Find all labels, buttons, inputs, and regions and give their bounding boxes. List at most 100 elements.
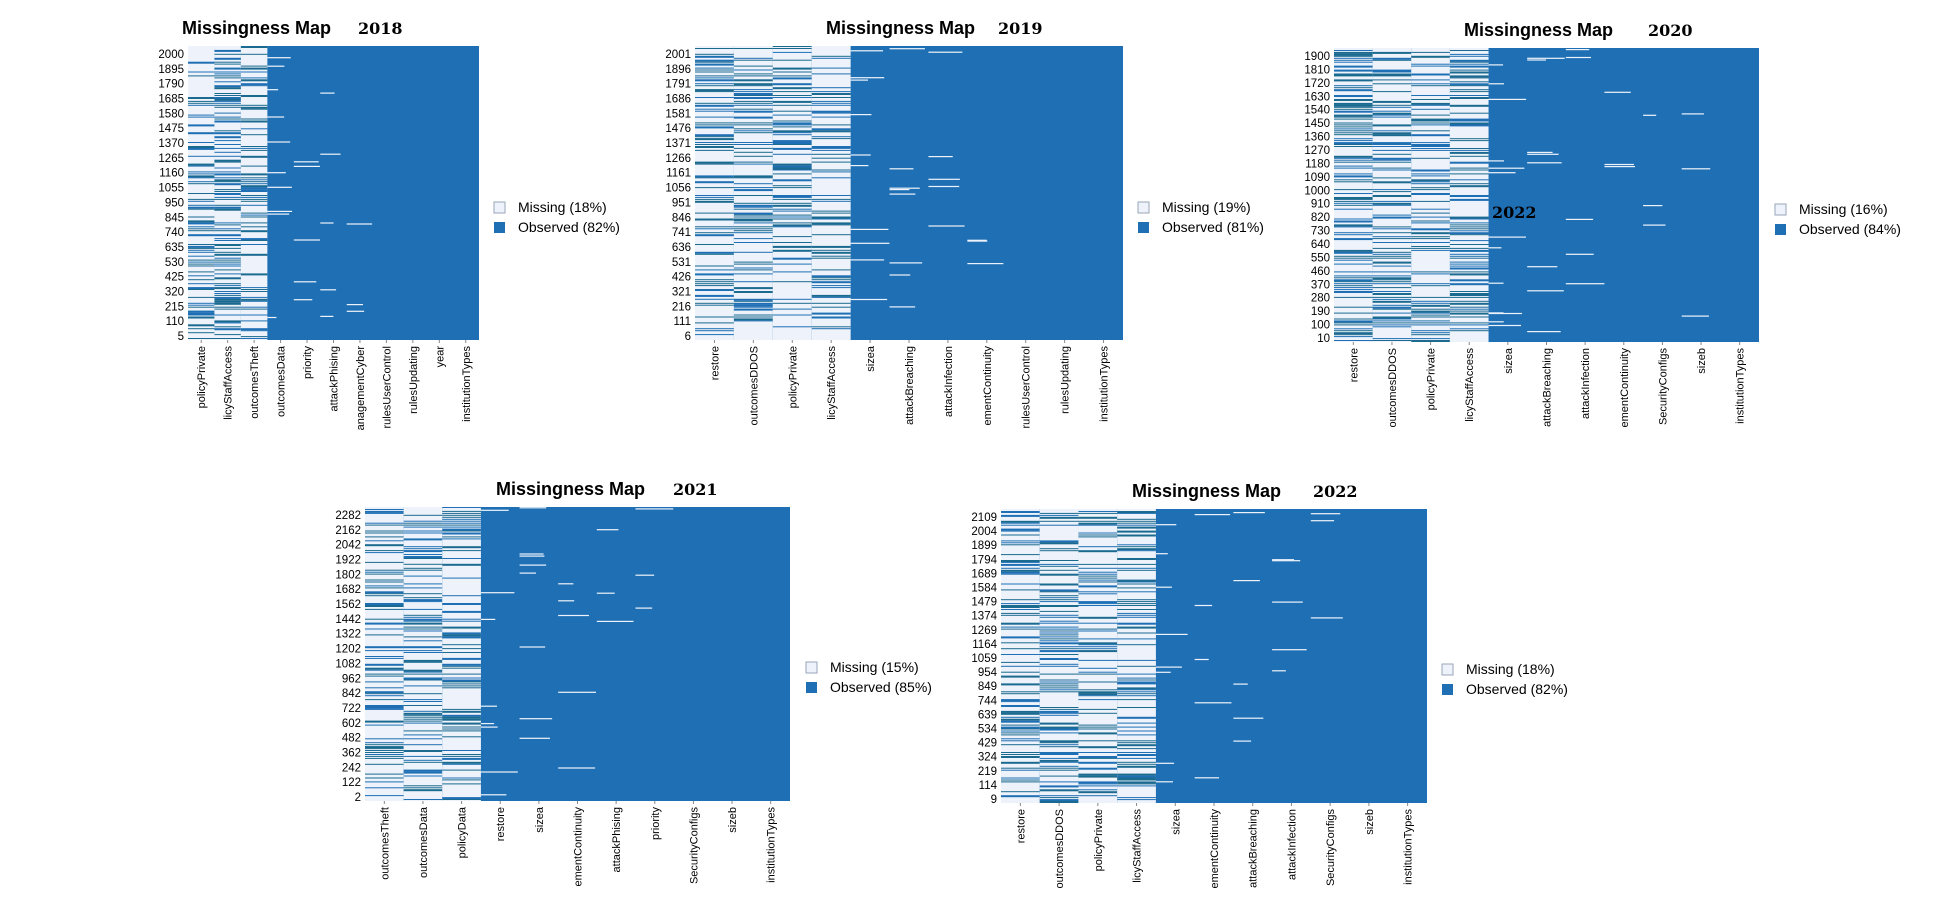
observed-line: [772, 91, 812, 93]
observed-line: [1334, 193, 1373, 194]
column-restore: [480, 509, 518, 796]
missing-line: [1488, 247, 1502, 249]
observed-line: [772, 179, 812, 182]
y-tick-label: 1475: [158, 123, 184, 135]
observed-line: [1117, 548, 1156, 551]
x-tick-label: anagementCyber: [355, 346, 367, 431]
observed-line: [1411, 65, 1450, 67]
observed-line: [1449, 71, 1489, 74]
x-tick-label: institutionTypes: [1099, 346, 1111, 422]
observed-line: [188, 312, 215, 315]
observed-line: [695, 134, 734, 137]
y-tick-label: 114: [979, 780, 998, 792]
observed-line: [214, 302, 241, 305]
missing-line: [928, 156, 953, 158]
observed-line: [214, 193, 241, 195]
observed-line: [240, 83, 268, 86]
observed-line: [1078, 591, 1118, 593]
observed-line: [1001, 648, 1040, 650]
observed-line: [772, 263, 812, 265]
missing-line: [889, 306, 916, 308]
x-tick-label: policyPrivate: [787, 346, 799, 408]
observed-line: [811, 218, 851, 220]
observed-line: [1372, 202, 1412, 205]
observed-line: [695, 328, 734, 330]
legend-missing-swatch: [805, 661, 818, 674]
missing-line: [1488, 64, 1504, 66]
observed-line: [1001, 738, 1040, 740]
column-sizea: [850, 50, 890, 301]
observed-line: [733, 142, 773, 143]
observed-line: [214, 204, 241, 206]
observed-line: [695, 244, 734, 245]
observed-line: [1372, 191, 1412, 193]
observed-line: [1078, 522, 1118, 525]
observed-line: [1001, 534, 1040, 536]
observed-line: [403, 614, 443, 616]
observed-line: [1078, 746, 1118, 749]
observed-line: [811, 224, 851, 226]
observed-line: [1001, 560, 1040, 562]
observed-line: [811, 73, 851, 75]
observed-line: [1334, 165, 1373, 167]
observed-line: [1117, 581, 1156, 583]
observed-line: [733, 104, 773, 106]
observed-line: [365, 618, 404, 620]
legend: Missing (18%)Observed (82%): [1441, 661, 1568, 697]
observed-line: [442, 520, 481, 522]
y-tick-label: 215: [165, 301, 184, 313]
observed-line: [1001, 744, 1040, 746]
y-tick-label: 324: [978, 752, 998, 764]
observed-line: [811, 269, 851, 271]
observed-line: [1411, 222, 1450, 224]
observed-line: [1449, 138, 1489, 140]
missing-line: [1565, 49, 1590, 51]
observed-line: [1372, 261, 1412, 264]
y-tick-label: 1896: [665, 64, 691, 76]
y-tick-label: 2282: [335, 510, 361, 522]
observed-line: [1078, 773, 1118, 776]
observed-line: [1117, 695, 1156, 697]
observed-line: [1372, 283, 1412, 285]
observed-line: [365, 787, 404, 789]
observed-line: [1117, 526, 1156, 529]
observed-line: [1039, 759, 1079, 762]
observed-line: [365, 530, 404, 532]
missing-line: [480, 705, 498, 707]
observed-line: [1117, 614, 1156, 616]
observed-line: [1334, 306, 1373, 308]
observed-line: [1117, 744, 1156, 747]
column-attackBreaching: [1527, 57, 1565, 333]
observed-line: [188, 163, 215, 166]
observed-line: [1117, 677, 1156, 679]
observed-line: [1411, 51, 1450, 53]
observed-line: [1078, 567, 1118, 569]
legend-observed-label: Observed (82%): [1466, 681, 1568, 697]
observed-line: [1039, 728, 1079, 731]
observed-line: [772, 165, 812, 168]
observed-line: [695, 212, 734, 214]
observed-line: [1117, 716, 1156, 719]
observed-line: [733, 267, 773, 269]
x-tick-label: policyPrivate: [1426, 348, 1438, 410]
missing-line: [1604, 91, 1631, 93]
observed-line: [403, 626, 443, 628]
observed-line: [1334, 234, 1373, 236]
observed-line: [403, 514, 443, 516]
observed-line: [1372, 228, 1412, 230]
observed-line: [695, 48, 734, 49]
y-tick-label: 849: [978, 681, 997, 693]
x-tick-label: attackPhising: [329, 346, 341, 411]
x-tick-label: attackInfection: [943, 346, 955, 417]
observed-line: [1039, 765, 1079, 767]
observed-line: [772, 298, 812, 300]
observed-line: [214, 244, 241, 246]
observed-line: [772, 257, 812, 260]
observed-line: [1001, 701, 1040, 703]
observed-line: [403, 650, 443, 652]
missing-line: [1643, 224, 1666, 226]
observed-line: [1117, 563, 1156, 565]
missing-line: [293, 281, 317, 283]
observed-line: [403, 701, 443, 702]
column-priority: [635, 508, 674, 609]
